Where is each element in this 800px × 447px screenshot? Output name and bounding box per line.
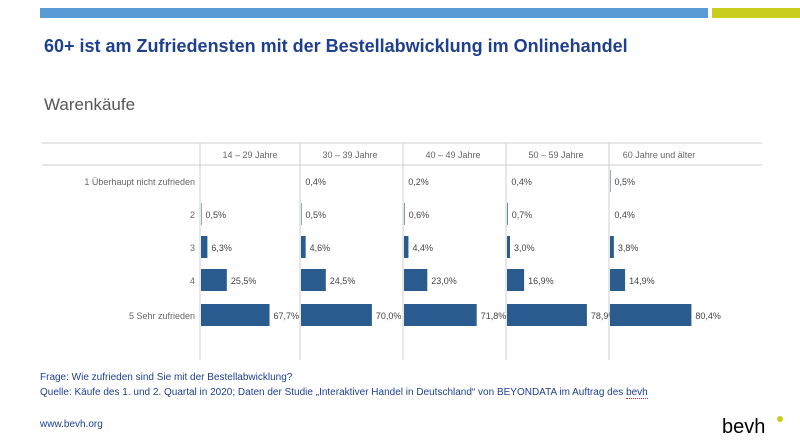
category-label: 1 Überhaupt nicht zufrieden xyxy=(84,177,195,187)
data-label: 0,5% xyxy=(206,210,227,220)
bar xyxy=(301,203,302,225)
data-label: 3,0% xyxy=(514,243,535,253)
footer-source-text: Quelle: Käufe des 1. und 2. Quartal in 2… xyxy=(40,387,627,398)
data-label: 0,7% xyxy=(512,210,533,220)
bar xyxy=(404,269,428,291)
website-link[interactable]: www.bevh.org xyxy=(40,419,103,430)
data-label: 3,8% xyxy=(618,243,639,253)
bar xyxy=(301,269,326,291)
data-label: 0,4% xyxy=(614,210,635,220)
data-label: 80,4% xyxy=(695,311,721,321)
data-label: 0,6% xyxy=(409,210,430,220)
bar xyxy=(507,203,508,225)
data-label: 24,5% xyxy=(330,276,356,286)
data-label: 25,5% xyxy=(231,276,257,286)
bar xyxy=(507,304,587,326)
bar xyxy=(610,170,611,192)
data-label: 0,4% xyxy=(511,177,532,187)
data-label: 0,2% xyxy=(408,177,429,187)
category-label: 5 Sehr zufrieden xyxy=(129,311,195,321)
bar xyxy=(201,236,208,258)
chart-subtitle: Warenkäufe xyxy=(44,95,136,114)
column-header: 60 Jahre und älter xyxy=(623,150,696,160)
bar xyxy=(301,304,372,326)
bevh-logo: bevh xyxy=(722,414,792,440)
data-label: 0,4% xyxy=(305,177,326,187)
bar xyxy=(404,304,477,326)
column-header: 40 – 49 Jahre xyxy=(425,150,480,160)
data-label: 6,3% xyxy=(211,243,232,253)
bar xyxy=(201,269,227,291)
bar xyxy=(507,269,525,291)
data-label: 78,9% xyxy=(591,311,617,321)
bar xyxy=(610,304,692,326)
bar xyxy=(301,236,306,258)
data-label: 16,9% xyxy=(528,276,554,286)
bar xyxy=(404,203,405,225)
category-label: 2 xyxy=(190,210,195,220)
logo-text: bevh xyxy=(722,416,765,438)
header-accent-bar-blue xyxy=(40,8,708,18)
data-label: 4,4% xyxy=(412,243,433,253)
bar xyxy=(201,203,202,225)
footer-question: Frage: Wie zufrieden sind Sie mit der Be… xyxy=(40,372,293,383)
bar xyxy=(404,236,409,258)
data-label: 0,5% xyxy=(615,177,636,187)
category-label: 4 xyxy=(190,276,195,286)
data-label: 4,6% xyxy=(310,243,331,253)
data-label: 23,0% xyxy=(431,276,457,286)
page-title: 60+ ist am Zufriedensten mit der Bestell… xyxy=(44,36,628,56)
column-header: 30 – 39 Jahre xyxy=(322,150,377,160)
data-label: 0,5% xyxy=(306,210,327,220)
data-label: 71,8% xyxy=(481,311,507,321)
bar xyxy=(507,236,511,258)
data-label: 70,0% xyxy=(376,311,402,321)
column-header: 50 – 59 Jahre xyxy=(528,150,583,160)
bar xyxy=(610,236,614,258)
data-label: 67,7% xyxy=(274,311,300,321)
column-header: 14 – 29 Jahre xyxy=(222,150,277,160)
bevh-logo-graphic: bevh xyxy=(722,416,783,438)
data-label: 14,9% xyxy=(629,276,655,286)
header-accent-bar-lime xyxy=(712,8,800,18)
bar xyxy=(201,304,270,326)
category-label: 3 xyxy=(190,243,195,253)
footer-source: Quelle: Käufe des 1. und 2. Quartal in 2… xyxy=(40,387,648,399)
footer-source-bevh: bevh xyxy=(626,387,648,399)
bar xyxy=(610,269,626,291)
logo-dot-icon xyxy=(777,416,783,422)
